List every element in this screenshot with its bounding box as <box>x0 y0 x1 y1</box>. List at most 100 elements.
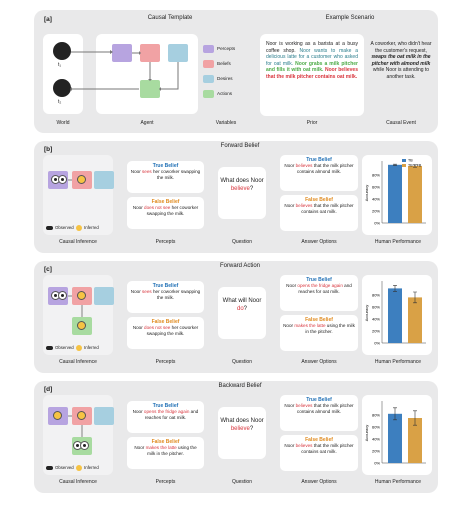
column-caption: Percepts <box>155 359 176 365</box>
pupil <box>83 444 86 447</box>
legend-swatch-beliefs <box>203 60 214 68</box>
panel-title: Forward Action <box>219 263 261 269</box>
y-tick-label: 80% <box>372 173 380 178</box>
desires-node <box>94 287 114 305</box>
y-tick-label: 80% <box>372 413 380 418</box>
y-tick-label: 60% <box>372 425 380 430</box>
bar-tb <box>388 164 402 223</box>
y-axis-label: Accuracy <box>364 305 369 321</box>
pupil <box>61 294 64 297</box>
caption-prior: Prior <box>306 120 318 126</box>
pupil <box>61 178 64 181</box>
y-tick-label: 0% <box>374 341 380 346</box>
highlight-span: opens the fridge again <box>297 283 343 288</box>
text-span: Noor <box>284 163 296 168</box>
globe-icon <box>53 42 71 60</box>
highlight-span: opens the fridge again <box>143 409 190 414</box>
highlight-span: believes <box>295 443 313 448</box>
t1-label: t₁ <box>58 62 62 68</box>
highlight-span: makes the latte <box>294 323 326 328</box>
error-bar <box>413 291 417 304</box>
legend-swatch-percepts <box>203 45 214 53</box>
text-span: her coworker swapping the milk. <box>146 325 199 336</box>
inferred-legend: Inferred <box>84 225 99 230</box>
inferred-face-icon <box>77 321 86 330</box>
column-caption: Human Performance <box>374 239 422 245</box>
panel-label: [c] <box>44 266 52 273</box>
percept-true-belief-body: Noor opens the fridge again and reaches … <box>130 409 201 421</box>
answer-true-belief-body: Noor believes that the milk pitcher cont… <box>283 163 355 175</box>
y-tick-label: 0% <box>374 461 380 466</box>
answer-true-belief: True Belief Noor believes that the milk p… <box>280 155 358 191</box>
column-caption: Percepts <box>155 479 176 485</box>
inferred-face-icon <box>77 411 86 420</box>
desires-node <box>94 171 114 189</box>
text-span: Noor <box>286 283 298 288</box>
y-tick-label: 40% <box>372 437 380 442</box>
inferred-legend: Inferred <box>84 345 99 350</box>
observed-eyes-icon <box>80 441 89 450</box>
column-caption: Human Performance <box>374 479 422 485</box>
observed-eyes-icon <box>46 346 53 350</box>
percept-false-belief: False Belief Noor does not see her cowork… <box>127 317 204 349</box>
question-text: What will Noor <box>222 298 262 304</box>
answer-true-belief: True Belief Noor opens the fridge again a… <box>280 275 358 311</box>
caption-causal-event: Causal Event <box>386 120 416 126</box>
error-bar <box>393 407 397 421</box>
answer-false-belief-heading: False Belief <box>305 317 333 323</box>
y-tick-label: 40% <box>372 317 380 322</box>
answer-false-belief-body: Noor believes that the milk pitcher cont… <box>283 203 355 215</box>
prior-belief: Noor believes that the milk pitcher cont… <box>266 67 358 80</box>
caption-world: World <box>56 120 70 126</box>
percepts-node <box>112 44 132 62</box>
answer-false-belief-body: Noor makes the latte using the milk in t… <box>283 323 355 335</box>
text-span: Noor <box>283 323 295 328</box>
inferred-face-icon <box>76 465 82 471</box>
example-scenario-title: Example Scenario <box>325 15 375 21</box>
error-bar <box>393 285 397 292</box>
percept-true-belief: True Belief Noor sees her coworker swappi… <box>127 281 204 313</box>
panel-label: [d] <box>44 386 53 393</box>
text-span: that the milk pitcher contains oat milk. <box>301 203 354 214</box>
text-span: her coworker swapping the milk. <box>146 205 199 216</box>
error-bar <box>413 164 417 168</box>
column-caption: Question <box>231 359 252 365</box>
text-span: and reaches for oat milk. <box>144 409 199 420</box>
text-span: and reaches for oat milk. <box>298 283 352 294</box>
question-verb: do <box>236 306 244 312</box>
y-tick-label: 20% <box>372 449 380 454</box>
text-span: Noor <box>132 409 144 414</box>
prior-box <box>260 34 364 116</box>
legend-label: TB <box>408 159 413 163</box>
prior-setting: Noor is working as a barista at a busy c… <box>266 41 358 54</box>
question-mark: ? <box>249 186 254 192</box>
event-tail: while Noor is attending to another task. <box>372 67 430 80</box>
percept-false-belief-heading: False Belief <box>151 439 180 445</box>
inferred-legend: Inferred <box>84 465 99 470</box>
percept-true-belief-body: Noor sees her coworker swapping the milk… <box>130 289 201 301</box>
observed-eyes-icon <box>58 175 67 184</box>
panel-label: [a] <box>44 16 52 23</box>
prior-action: Noor grabs a milk pitcher and fills it w… <box>266 60 359 74</box>
text-span: that the milk pitcher contains oat milk. <box>301 443 354 454</box>
pupil <box>54 178 57 181</box>
question-verb: believe <box>230 186 250 192</box>
answer-false-belief-heading: False Belief <box>305 437 333 443</box>
column-caption: Percepts <box>155 239 176 245</box>
percept-false-belief-heading: False Belief <box>151 319 180 325</box>
legend-beliefs: Beliefs <box>217 61 231 66</box>
legend-swatch <box>402 159 406 162</box>
caption-variables: Variables <box>215 120 237 126</box>
text-span: that the milk pitcher contains almond mi… <box>296 163 354 174</box>
answer-false-belief-heading: False Belief <box>305 197 333 203</box>
t2-label: t₂ <box>58 99 62 105</box>
beliefs-node <box>140 44 160 62</box>
inferred-face-icon <box>53 411 62 420</box>
observed-eyes-icon <box>46 226 53 230</box>
